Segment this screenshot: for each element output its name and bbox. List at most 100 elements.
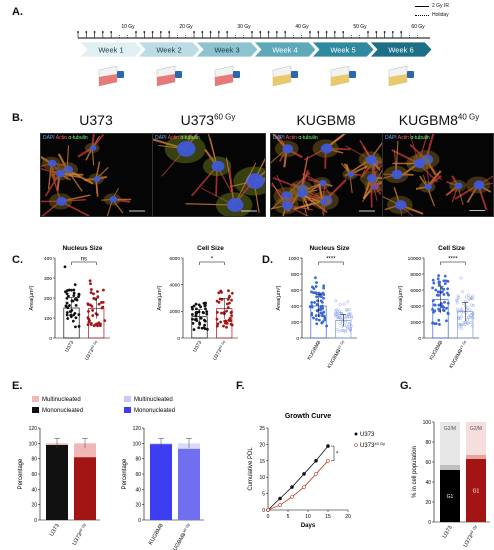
data-point — [225, 309, 229, 313]
y-tick-label: 60 — [425, 460, 431, 466]
nucleus — [226, 198, 244, 212]
data-point — [99, 322, 102, 326]
flask-media — [273, 74, 291, 86]
data-point — [192, 328, 196, 332]
week-arrow — [253, 41, 317, 58]
chart-title: Nucleus Size — [309, 245, 349, 252]
nucleus — [48, 159, 57, 167]
actin-fiber — [321, 183, 326, 202]
data-point — [89, 291, 93, 295]
data-point — [455, 298, 459, 302]
actin-fiber — [349, 174, 353, 194]
data-point — [326, 444, 330, 448]
ir-dot — [251, 31, 253, 33]
data-point — [431, 308, 434, 311]
actin-fiber — [370, 178, 373, 208]
x-tick-label: U373 — [49, 523, 61, 537]
data-point — [431, 278, 435, 282]
flask-media — [215, 74, 233, 86]
data-point — [314, 314, 318, 318]
actin-fiber — [253, 170, 265, 182]
actin-fiber — [185, 203, 235, 206]
data-point — [455, 298, 459, 302]
x-tick-label: 10 — [305, 514, 311, 520]
x-tick-label: U373 — [192, 340, 203, 354]
data-point — [469, 313, 473, 317]
sig-bracket — [440, 261, 466, 265]
actin-fiber — [47, 163, 52, 190]
data-point — [445, 306, 448, 310]
data-point — [446, 301, 450, 305]
bar-g2m — [466, 422, 486, 455]
phase-label: G2/M — [470, 426, 482, 432]
data-point — [322, 296, 325, 300]
nucleus — [63, 165, 74, 174]
data-point — [73, 283, 77, 287]
data-point — [467, 316, 471, 319]
y-tick-label: 120 — [29, 426, 38, 432]
data-point — [71, 319, 75, 323]
data-point — [446, 279, 450, 283]
actin-fiber — [191, 165, 218, 197]
data-point — [439, 302, 443, 306]
data-point — [431, 286, 435, 290]
data-point — [335, 327, 339, 331]
data-point — [471, 304, 475, 307]
panel-e-label: E. — [12, 380, 23, 392]
data-point — [333, 312, 337, 316]
actin-fiber — [454, 184, 479, 200]
data-point — [103, 319, 107, 323]
actin-fiber — [318, 183, 324, 203]
data-point — [194, 317, 198, 321]
data-point — [465, 307, 469, 311]
data-point — [340, 325, 344, 328]
data-point — [438, 283, 442, 287]
y-tick-label: 20 — [259, 442, 265, 448]
data-point — [199, 305, 203, 309]
data-point — [65, 292, 69, 296]
data-point — [278, 496, 282, 501]
data-point — [469, 297, 473, 301]
data-point — [345, 315, 349, 319]
y-tick-label: 300 — [44, 276, 52, 282]
flask-cap — [291, 71, 298, 78]
data-point — [465, 306, 469, 310]
bar-mononucleated — [178, 448, 200, 520]
data-point — [95, 290, 99, 293]
legend-label: Mononucleated — [134, 408, 175, 414]
flasks — [98, 65, 414, 87]
data-point — [319, 305, 323, 308]
data-point — [65, 296, 69, 300]
data-point — [86, 323, 90, 327]
data-point — [470, 296, 474, 300]
data-point — [335, 313, 339, 317]
series-line — [267, 445, 329, 511]
gy-labels: 10 Gy 20 Gy 30 Gy 40 Gy 50 Gy 60 Gy — [121, 24, 425, 30]
x-tick-label: 20 — [345, 514, 351, 520]
data-point — [456, 309, 460, 313]
data-point — [64, 304, 68, 308]
data-point — [197, 303, 201, 307]
data-point — [442, 287, 446, 291]
week-arrow — [195, 41, 259, 58]
ir-dot — [193, 31, 195, 33]
panel-a-label: A. — [12, 6, 23, 18]
y-tick-label: 0 — [138, 518, 141, 524]
data-point — [74, 316, 78, 320]
x-tick-label: U373⁶⁰ ᴳʸ — [462, 524, 480, 548]
sig-label: * — [336, 451, 339, 457]
data-point — [70, 308, 74, 312]
y-axis-label: Area(µm²) — [157, 285, 163, 310]
data-point — [87, 320, 91, 324]
data-point — [70, 299, 74, 303]
data-point — [191, 321, 195, 325]
data-point — [319, 308, 323, 312]
data-point — [70, 288, 73, 292]
data-point — [320, 312, 324, 316]
y-tick-label: 100 — [29, 441, 38, 447]
legend-label: U37340 Gy — [360, 441, 385, 449]
legend-swatch — [124, 396, 131, 402]
stain-label-4: DAPI Actin α-tubulin — [385, 135, 430, 141]
flask-cap — [175, 71, 182, 78]
gy-label: 40 Gy — [295, 24, 309, 30]
